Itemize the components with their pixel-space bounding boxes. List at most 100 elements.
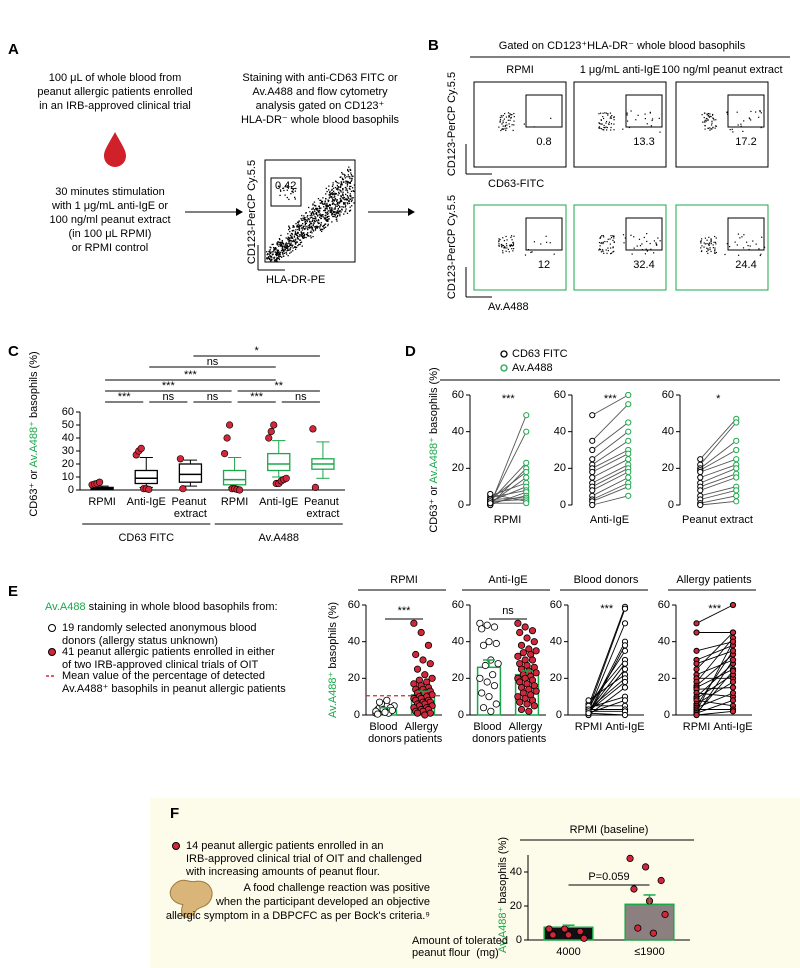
event-dot xyxy=(309,221,311,223)
event-dot xyxy=(288,245,291,247)
x-tick-label: 4000 xyxy=(556,946,580,958)
event-dot xyxy=(309,231,312,234)
event-dot xyxy=(327,212,329,215)
event-dot xyxy=(283,245,286,247)
event-dot xyxy=(301,227,304,229)
event-dot xyxy=(649,111,651,113)
event-dot xyxy=(346,198,349,201)
event-dot xyxy=(344,175,346,177)
significance-label: *** xyxy=(604,393,618,405)
pair-line xyxy=(588,641,626,714)
event-dot xyxy=(600,236,602,238)
event-dot xyxy=(502,128,504,131)
event-dot xyxy=(339,206,341,208)
event-dot xyxy=(498,240,500,242)
event-dot xyxy=(303,215,305,217)
pair-line xyxy=(588,608,626,710)
event-dot xyxy=(337,194,339,196)
event-dot xyxy=(281,239,283,242)
point xyxy=(492,700,500,708)
pair-line xyxy=(700,458,737,473)
event-dot xyxy=(327,225,329,227)
box xyxy=(178,463,203,483)
y-tick-label: 10 xyxy=(62,471,74,483)
event-dot xyxy=(327,200,330,203)
event-dot xyxy=(341,177,344,179)
event-dot xyxy=(332,199,334,201)
x-tick-label: Blood donors xyxy=(368,721,402,745)
significance-label: ns xyxy=(502,605,514,617)
event-dot xyxy=(310,222,312,225)
event-dot xyxy=(610,236,613,239)
event-dot xyxy=(334,186,337,189)
event-dot xyxy=(297,223,299,225)
event-dot xyxy=(646,250,649,252)
gate-value: 24.4 xyxy=(735,259,756,271)
event-dot xyxy=(737,124,739,126)
point xyxy=(521,623,529,631)
event-dot xyxy=(302,226,304,229)
event-dot xyxy=(344,203,346,205)
event-dot xyxy=(506,247,508,249)
legend-label: Av.A488 xyxy=(512,362,553,374)
y-axis-label: CD63⁺ or Av.A488⁺ basophils (%) xyxy=(28,351,40,516)
event-dot xyxy=(282,248,284,251)
outlier xyxy=(267,427,275,436)
event-dot xyxy=(333,196,335,199)
event-dot xyxy=(270,259,272,262)
event-dot xyxy=(290,192,292,195)
event-dot xyxy=(300,231,302,233)
event-dot xyxy=(501,128,503,130)
event-dot xyxy=(612,246,614,248)
pair-line xyxy=(592,440,629,466)
event-dot xyxy=(606,252,608,254)
event-dot xyxy=(499,238,501,241)
event-dot xyxy=(707,119,709,121)
event-dot xyxy=(760,112,762,114)
event-dot xyxy=(268,258,271,261)
point xyxy=(625,474,632,481)
point xyxy=(625,492,632,499)
event-dot xyxy=(714,241,717,243)
event-dot xyxy=(279,254,281,256)
y-tick-label: 50 xyxy=(62,419,74,431)
y-axis-label-part: basophils (%) xyxy=(497,837,509,907)
point xyxy=(625,450,632,457)
event-dot xyxy=(295,246,298,249)
event-dot xyxy=(318,205,321,207)
event-dot xyxy=(607,238,609,240)
event-dot xyxy=(710,124,713,126)
event-dot xyxy=(297,244,299,247)
event-dot xyxy=(283,252,286,255)
event-dot xyxy=(294,233,296,235)
event-dot xyxy=(326,220,329,222)
x-axis-label: peanut flour (mg) xyxy=(412,947,499,959)
event-dot xyxy=(283,255,285,257)
event-dot xyxy=(701,238,703,240)
event-dot xyxy=(323,224,325,227)
event-dot xyxy=(639,245,642,247)
gate-value: 0.8 xyxy=(536,136,551,148)
event-dot xyxy=(737,254,740,256)
event-dot xyxy=(501,246,503,248)
event-dot xyxy=(349,169,352,171)
event-dot xyxy=(709,113,711,115)
event-dot xyxy=(601,235,603,237)
event-dot xyxy=(622,234,625,236)
y-tick-label: 0 xyxy=(664,709,670,721)
point xyxy=(428,674,436,682)
event-dot xyxy=(336,187,338,190)
event-dot xyxy=(327,199,329,201)
point xyxy=(693,620,700,627)
event-dot xyxy=(748,117,750,119)
point xyxy=(589,487,596,494)
event-dot xyxy=(269,249,271,251)
event-dot xyxy=(307,228,309,231)
event-dot xyxy=(724,253,726,256)
event-dot xyxy=(603,124,605,127)
point xyxy=(413,709,422,717)
point xyxy=(625,419,632,426)
significance-label: ns xyxy=(163,391,175,403)
event-dot xyxy=(326,205,329,207)
event-dot xyxy=(312,217,314,219)
